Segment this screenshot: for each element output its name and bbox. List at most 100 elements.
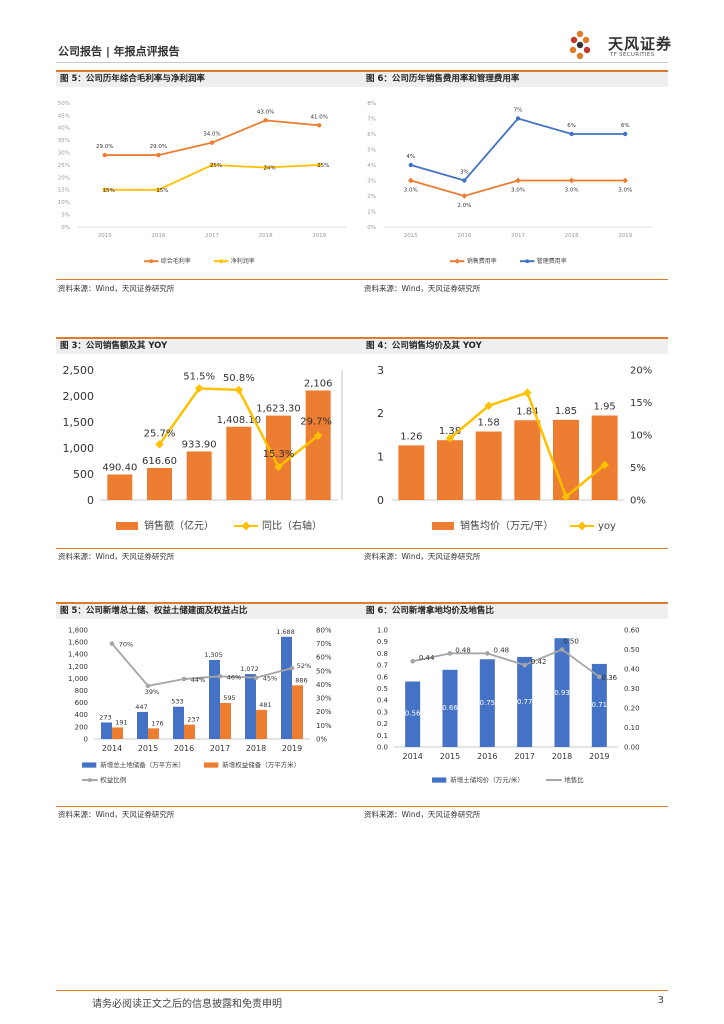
x-tick-label: 2015	[440, 752, 460, 761]
data-point	[156, 187, 161, 192]
bar-label: 933.90	[182, 439, 217, 450]
y-tick-label: 1,500	[63, 416, 95, 429]
data-point	[102, 187, 107, 192]
y-tick-label: 2%	[367, 194, 376, 200]
y-tick-label: 20%	[58, 175, 70, 181]
yoy-label: 15.3%	[263, 449, 295, 460]
bar-label: 886	[295, 676, 307, 684]
data-label: 15%	[103, 188, 115, 194]
header-divider	[56, 62, 668, 63]
x-tick-label: 2017	[210, 744, 230, 753]
figure-divider	[362, 548, 668, 549]
y-tick-label: 15%	[58, 188, 70, 194]
y2-tick-label: 40%	[316, 681, 332, 689]
x-tick-label: 2016	[477, 752, 497, 761]
x-tick-label: 2017	[514, 752, 534, 761]
brand-logo-icon	[569, 30, 591, 60]
figure-divider	[362, 279, 668, 280]
ratio-point	[485, 651, 490, 656]
bar	[220, 702, 231, 739]
figure-sales-yoy: 图 3：公司销售额及其 YOY 0 500 1,000 1,500 2,000 2,500…	[56, 337, 362, 567]
report-type-title: 公司报告 | 年报点评报告	[58, 45, 180, 58]
yoy-point	[313, 431, 323, 440]
legend-label: 净利润率	[231, 257, 255, 265]
bar	[437, 440, 463, 500]
bar	[266, 415, 291, 500]
y2-tick-label: 0.20	[624, 704, 640, 712]
x-tick-label: 2019	[312, 233, 326, 239]
figure-gross-net-margin: 图 5：公司历年综合毛利率与净利润率 0% 5% 10% 15% 20% 25% 30% 35…	[56, 70, 362, 298]
figure-source: 资料来源：Wind，天风证券研究所	[364, 552, 481, 561]
data-label: 3%	[460, 170, 469, 176]
yoy-point	[484, 401, 493, 410]
data-point	[569, 131, 574, 137]
bar-label: 1.58	[478, 418, 500, 429]
legend-label: 新增总土地储备（万平方米）	[100, 760, 185, 769]
yoy-point	[194, 384, 204, 393]
y2-tick-label: 0.10	[624, 724, 640, 732]
legend-swatch	[204, 762, 219, 768]
data-label: 29.0%	[150, 144, 167, 150]
bar	[442, 669, 458, 747]
legend-marker	[525, 259, 530, 264]
bar	[591, 415, 618, 500]
y-tick-label: 0.8	[377, 650, 388, 658]
data-label: 3.0%	[404, 188, 418, 194]
figure-title: 图 5：公司新增总土储、权益土储建面及权益占比	[56, 602, 362, 619]
y-tick-label: 600	[75, 699, 88, 707]
y2-tick-label: 50%	[316, 667, 332, 675]
bar	[305, 390, 331, 500]
footer-disclaimer: 请务必阅读正文之后的信息披露和免责申明	[92, 999, 282, 1010]
ratio-label: 52%	[297, 662, 311, 670]
figure-source: 资料来源：Wind，天风证券研究所	[58, 810, 175, 819]
ratio-point	[522, 662, 527, 668]
data-point	[568, 177, 575, 184]
bar-label: 1.95	[594, 402, 616, 413]
bar-label: 533	[171, 698, 183, 706]
legend-swatch	[432, 522, 454, 530]
data-point	[263, 165, 268, 170]
y2-tick-label: 15%	[630, 398, 652, 409]
yoy-point	[445, 434, 455, 443]
ratio-label: 70%	[119, 641, 133, 649]
y2-tick-label: 10%	[316, 722, 332, 730]
data-point	[622, 177, 629, 184]
data-point	[317, 123, 322, 128]
y-tick-label: 1%	[367, 209, 376, 215]
bar	[173, 706, 184, 739]
y-tick-label: 0.9	[377, 638, 388, 646]
data-label: 6%	[567, 123, 576, 129]
legend-swatch	[116, 522, 138, 530]
bar-label: 237	[187, 716, 199, 724]
x-tick-label: 2018	[259, 233, 273, 239]
x-tick-label: 2015	[98, 233, 112, 239]
data-label: 25%	[317, 163, 329, 169]
y2-tick-label: 0.00	[624, 743, 640, 751]
figure-land-price: 图 6：公司新增拿地均价及地售比 0.0 0.1 0.2 0.3 0.4 0.5 0.6 0.…	[362, 602, 668, 824]
yoy-label: 51.5%	[183, 371, 215, 382]
y-tick-label: 4%	[367, 163, 376, 169]
bar-label: 1,688	[276, 628, 295, 636]
y2-tick-label: 20%	[630, 366, 652, 377]
bar	[398, 445, 425, 500]
y-tick-label: 0.7	[377, 662, 388, 670]
y-tick-label: 6%	[367, 132, 376, 138]
bar	[209, 659, 220, 739]
y2-tick-label: 0.30	[624, 685, 640, 693]
y-tick-label: 0%	[61, 225, 70, 231]
ratio-point	[597, 674, 602, 680]
bar-label: 0.77	[517, 698, 533, 706]
ratio-point	[410, 658, 415, 664]
ratio-label: 0.50	[563, 638, 579, 646]
data-point	[515, 177, 521, 184]
y-tick-label: 500	[73, 468, 94, 481]
data-point	[209, 140, 215, 145]
figure-title: 图 6：公司新增拿地均价及地售比	[362, 602, 668, 619]
data-point	[408, 162, 413, 168]
ratio-label: 0.44	[419, 654, 435, 662]
y-tick-label: 40%	[58, 126, 70, 132]
figure-divider	[56, 548, 362, 549]
bar	[256, 709, 267, 739]
y2-tick-label: 0.40	[624, 665, 640, 673]
data-label: 24%	[263, 165, 275, 171]
